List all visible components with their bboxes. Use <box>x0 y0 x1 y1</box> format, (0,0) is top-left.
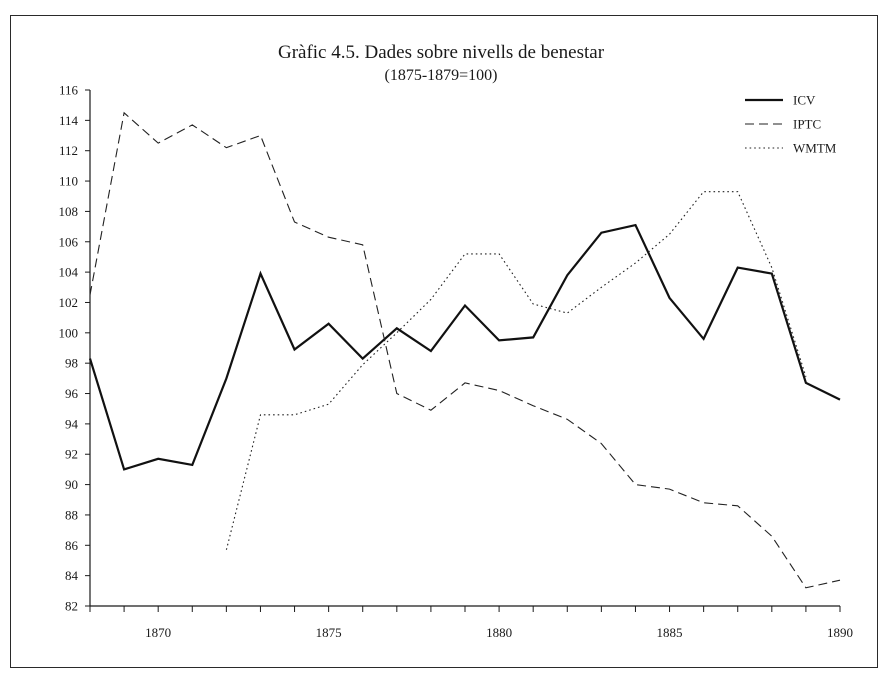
legend-label-wmtm: WMTM <box>793 141 837 156</box>
y-tick-label: 98 <box>65 356 78 371</box>
x-tick-label: 1880 <box>486 625 512 640</box>
y-tick-label: 84 <box>65 568 79 583</box>
y-tick-label: 100 <box>59 325 79 340</box>
series-line-iptc <box>89 111 841 589</box>
y-tick-label: 108 <box>59 204 79 219</box>
y-tick-label: 88 <box>65 507 78 522</box>
series-line-icv <box>88 223 841 471</box>
legend: ICV IPTC WMTM <box>745 93 837 156</box>
y-tick-label: 104 <box>59 265 79 280</box>
y-tick-label: 112 <box>59 143 78 158</box>
x-tick-label: 1870 <box>145 625 171 640</box>
chart-subtitle: (1875-1879=100) <box>384 67 497 84</box>
y-tick-label: 92 <box>65 447 78 462</box>
legend-label-icv: ICV <box>793 93 816 108</box>
x-tick-label: 1885 <box>657 625 683 640</box>
y-tick-label: 102 <box>59 295 79 310</box>
y-tick-label: 110 <box>59 174 78 189</box>
legend-label-iptc: IPTC <box>793 117 821 132</box>
series-lines <box>88 111 841 589</box>
y-tick-label: 86 <box>65 538 79 553</box>
y-tick-label: 106 <box>59 234 79 249</box>
y-tick-label: 114 <box>59 113 79 128</box>
axes: 82 84 86 88 90 92 94 96 98 100 102 104 106 108 110 112 1… <box>59 83 854 641</box>
x-tick-label: 1875 <box>316 625 342 640</box>
series-line-wmtm <box>225 191 807 550</box>
chart-frame <box>10 15 878 668</box>
y-tick-label: 116 <box>59 83 79 98</box>
chart-title: Gràfic 4.5. Dades sobre nivells de benes… <box>278 42 605 63</box>
y-tick-label: 82 <box>65 599 78 614</box>
y-tick-label: 96 <box>65 386 79 401</box>
x-tick-label: 1890 <box>827 625 853 640</box>
y-tick-label: 90 <box>65 477 78 492</box>
y-tick-label: 94 <box>65 416 79 431</box>
